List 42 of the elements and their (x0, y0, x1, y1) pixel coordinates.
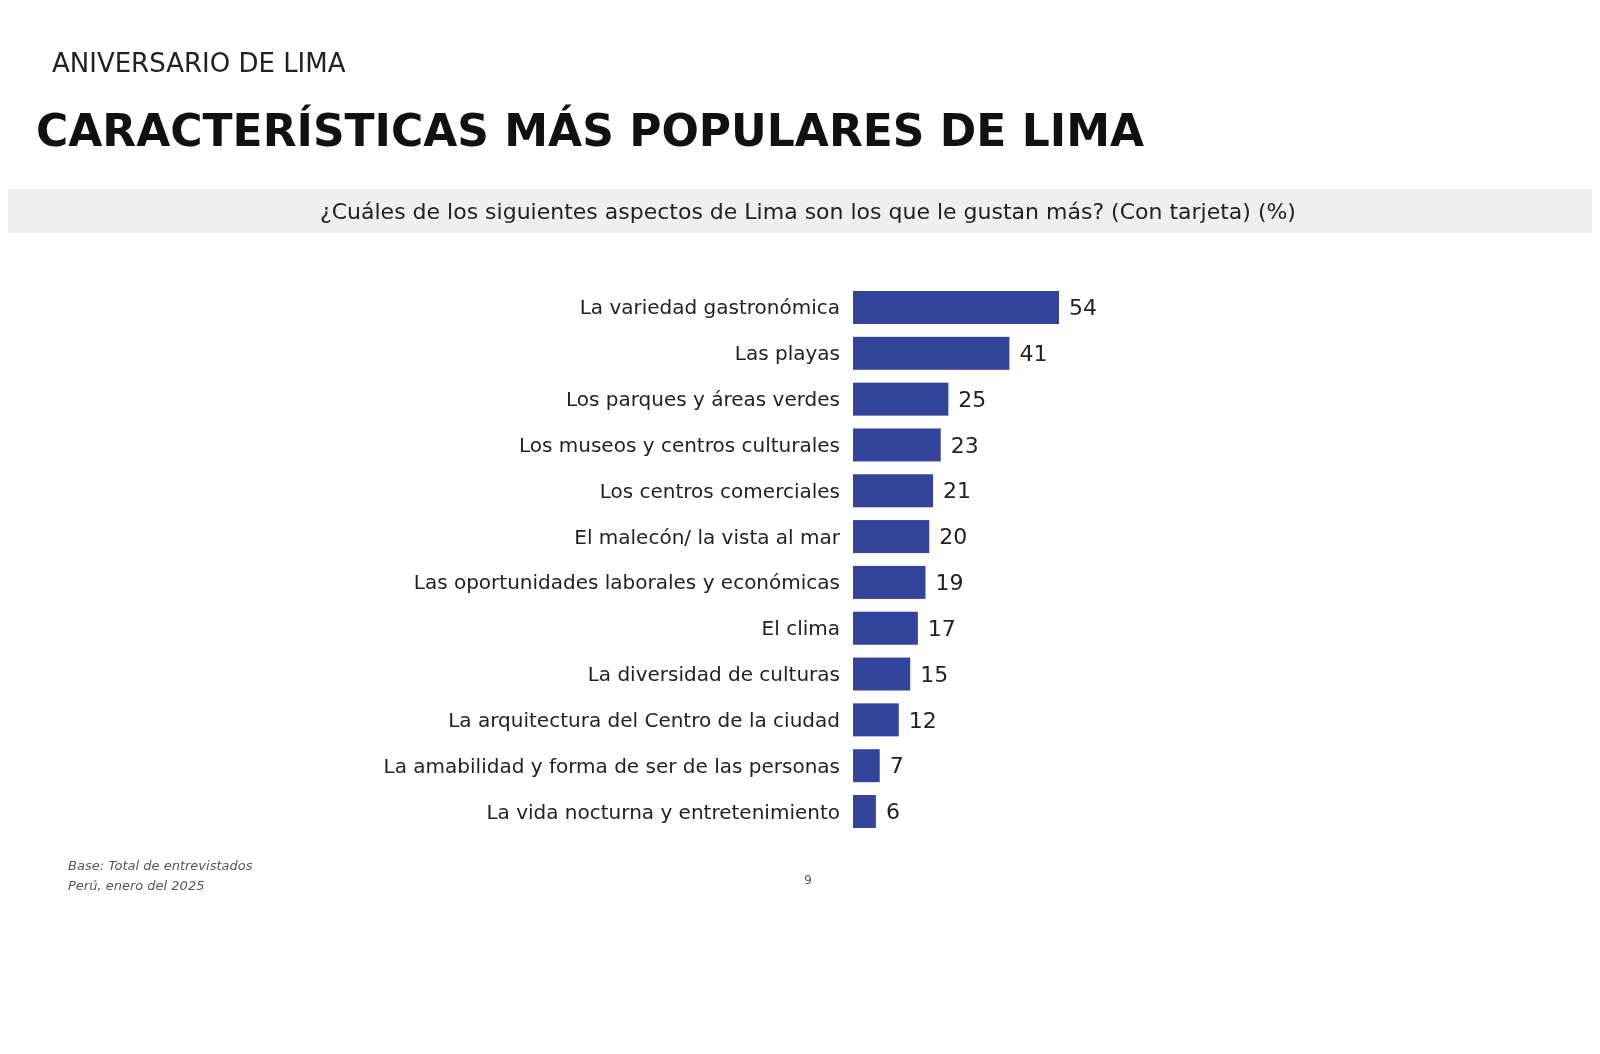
bar (853, 565, 926, 599)
y-tick-label: La arquitectura del Centro de la ciudad (448, 707, 840, 732)
data-label: 20 (939, 524, 968, 550)
y-tick-label: La variedad gastronómica (579, 295, 840, 320)
y-tick-label: Las oportunidades laborales y económicas (413, 570, 840, 595)
data-label: 21 (943, 478, 972, 504)
y-tick-label: La amabilidad y forma de ser de las personas (383, 753, 840, 778)
data-label: 12 (908, 707, 937, 733)
chart-title: CARACTERÍSTICAS MÁS POPULARES DE LIMA (36, 104, 1144, 156)
bar (853, 474, 934, 508)
y-tick-label: Las playas (734, 341, 840, 366)
bar (853, 749, 880, 783)
bar (853, 520, 930, 554)
y-tick-label: El malecón/ la vista al mar (574, 524, 841, 549)
y-tick-label: El clima (761, 616, 840, 641)
data-label: 7 (889, 753, 904, 779)
y-tick-label: La diversidad de culturas (587, 662, 840, 687)
chart-subtitle: ¿Cuáles de los siguientes aspectos de Lima son los que le gustan más? (Con tarjeta) (%) (320, 198, 1296, 224)
bar (853, 291, 1059, 324)
y-tick-label: Los parques y áreas verdes (565, 387, 840, 412)
y-tick-label: Los centros comerciales (599, 478, 840, 503)
data-label: 19 (935, 570, 964, 596)
bar (853, 428, 941, 462)
data-label: 25 (958, 386, 987, 412)
text: 9 (804, 873, 812, 887)
bar (853, 703, 899, 737)
text: Perú, enero del 2025 (68, 878, 205, 893)
data-label: 6 (885, 799, 900, 825)
bar (853, 657, 911, 691)
bar (853, 795, 876, 828)
data-label: 23 (950, 432, 979, 458)
y-tick-label: La vida nocturna y entretenimiento (486, 799, 840, 824)
y-tick-label: Los museos y centros culturales (518, 432, 840, 457)
data-label: 17 (927, 615, 956, 641)
bar (853, 611, 918, 645)
text: Base: Total de entrevistados (68, 858, 253, 873)
data-label: 54 (1069, 295, 1097, 321)
bar (853, 336, 1010, 370)
text: ANIVERSARIO DE LIMA (52, 48, 346, 78)
data-label: 15 (920, 661, 949, 687)
bar (853, 382, 949, 416)
data-label: 41 (1019, 341, 1048, 367)
